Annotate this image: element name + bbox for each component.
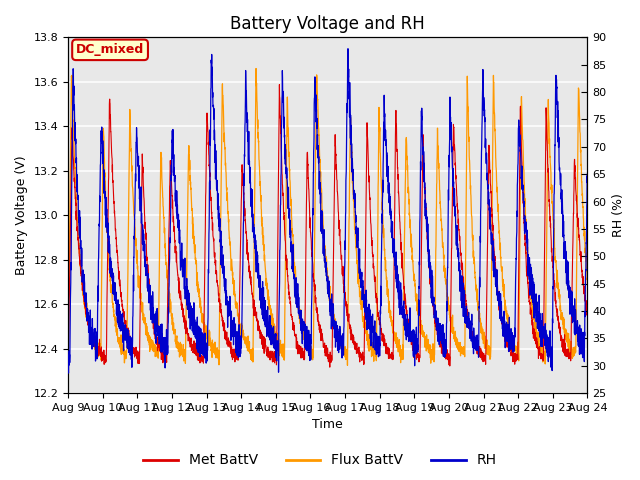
Title: Battery Voltage and RH: Battery Voltage and RH [230, 15, 425, 33]
Text: DC_mixed: DC_mixed [76, 43, 144, 56]
Legend: Met BattV, Flux BattV, RH: Met BattV, Flux BattV, RH [138, 448, 502, 473]
X-axis label: Time: Time [312, 419, 343, 432]
Y-axis label: Battery Voltage (V): Battery Voltage (V) [15, 156, 28, 275]
Y-axis label: RH (%): RH (%) [612, 193, 625, 237]
